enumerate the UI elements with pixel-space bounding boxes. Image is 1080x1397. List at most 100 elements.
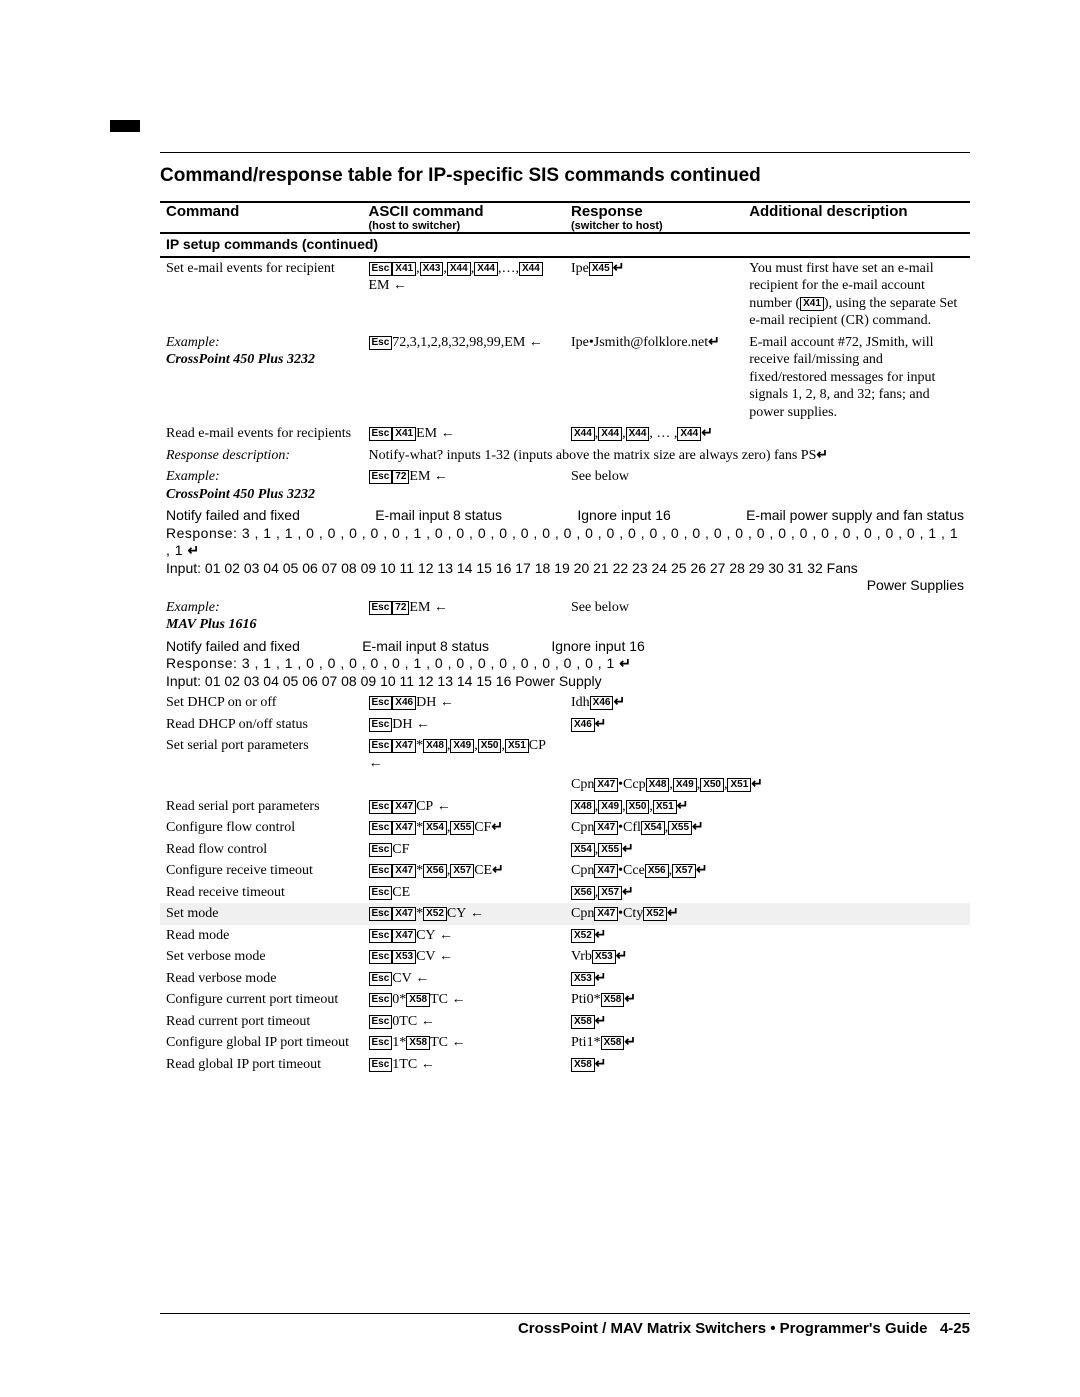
diagram-inputs: Input: 01 02 03 04 05 06 07 08 09 10 11 …	[166, 673, 964, 691]
col-command-label: Command	[166, 203, 239, 220]
token: X58	[406, 1036, 430, 1050]
arrow-left-icon	[525, 335, 543, 350]
desc-cell	[743, 989, 970, 1011]
col-response-sub: (switcher to host)	[571, 220, 737, 232]
resp-text: Ipe	[571, 261, 589, 276]
return-icon	[595, 1014, 607, 1029]
token: X53	[392, 950, 416, 964]
return-icon	[491, 820, 503, 835]
token: X48	[423, 739, 447, 753]
ascii-cell: EscX47*X54,X55CF	[363, 817, 566, 839]
table-row: CpnX47•CcpX48,X49,X50,X51	[160, 774, 970, 796]
desc-cell	[743, 423, 970, 445]
diagram-b: Notify failed and fixed E-mail input 8 s…	[160, 636, 970, 693]
cmd-cell: Set e-mail events for recipient	[160, 257, 363, 332]
col-ascii-label: ASCII command	[369, 203, 484, 220]
cmd-cell: Set mode	[160, 903, 363, 925]
token: X57	[598, 886, 622, 900]
esc-key: Esc	[369, 972, 393, 986]
token: X58	[601, 993, 625, 1007]
resp-cell: See below	[565, 597, 743, 636]
ascii-cell: EscX47CY	[363, 925, 566, 947]
token: X58	[571, 1058, 595, 1072]
esc-key: Esc	[369, 929, 393, 943]
diagram-ps: Power Supplies	[166, 577, 964, 595]
col-ascii: ASCII command(host to switcher)	[363, 202, 566, 233]
esc-key: Esc	[369, 950, 393, 964]
token: X51	[727, 778, 751, 792]
resp-cell: Pti0*X58	[565, 989, 743, 1011]
return-icon	[613, 261, 625, 276]
col-response: Response(switcher to host)	[565, 202, 743, 233]
cmd-cell: Read global IP port timeout	[160, 1054, 363, 1076]
esc-key: Esc	[369, 1015, 393, 1029]
example-label: Example:	[166, 469, 220, 484]
ascii-cell: Esc72,3,1,2,8,32,98,99,EM	[363, 332, 566, 424]
token: X51	[653, 800, 677, 814]
cmd-cell: Response description:	[160, 445, 363, 467]
ascii-cell: EscCF	[363, 839, 566, 861]
ascii-cell: Esc0TC	[363, 1011, 566, 1033]
ascii-cell: EscX41EM	[363, 423, 566, 445]
cmd-cell: Example:CrossPoint 450 Plus 3232	[160, 466, 363, 505]
table-row: Configure flow controlEscX47*X54,X55CFCp…	[160, 817, 970, 839]
token: X47	[594, 778, 618, 792]
table-row: Read DHCP on/off statusEscDHX46	[160, 714, 970, 736]
table-row: Configure global IP port timeoutEsc1*X58…	[160, 1032, 970, 1054]
return-icon	[622, 842, 634, 857]
section-header: IP setup commands (continued)	[160, 233, 970, 257]
arrow-left-icon	[437, 426, 455, 441]
token: X47	[392, 739, 416, 753]
table-row: Configure receive timeoutEscX47*X56,X57C…	[160, 860, 970, 882]
esc-key: Esc	[369, 601, 393, 615]
token: X47	[594, 821, 618, 835]
table-row: Set e-mail events for recipient EscX41,X…	[160, 257, 970, 332]
table-row: Read e-mail events for recipients EscX41…	[160, 423, 970, 445]
table-row: Set verbose modeEscX53CVVrbX53	[160, 946, 970, 968]
return-icon	[595, 717, 607, 732]
token: X44	[571, 427, 595, 441]
token: X55	[598, 843, 622, 857]
token: X52	[643, 907, 667, 921]
token: X51	[505, 739, 529, 753]
token: X41	[392, 262, 416, 276]
table-row: Response description: Notify-what? input…	[160, 445, 970, 467]
table-row: Set serial port parametersEscX47*X48,X49…	[160, 735, 970, 774]
resp-desc-text: Notify-what? inputs 1-32 (inputs above t…	[363, 445, 971, 467]
col-command: Command	[160, 202, 363, 233]
diagram-label: E-mail input 8 status	[375, 507, 502, 525]
resp-cell	[565, 735, 743, 774]
cmd-cell: Example:MAV Plus 1616	[160, 597, 363, 636]
desc-cell	[743, 860, 970, 882]
table-row: Configure current port timeoutEsc0*X58TC…	[160, 989, 970, 1011]
esc-key: Esc	[369, 843, 393, 857]
cmd-cell: Read DHCP on/off status	[160, 714, 363, 736]
ascii-text: 72,3,1,2,8,32,98,99,EM	[392, 335, 525, 350]
table-row: Read global IP port timeoutEsc1TCX58	[160, 1054, 970, 1076]
table-row: Read verbose modeEscCVX53	[160, 968, 970, 990]
token: X48	[571, 800, 595, 814]
table-row: Read receive timeoutEscCEX56,X57	[160, 882, 970, 904]
esc-key: Esc	[369, 907, 393, 921]
token: X43	[420, 262, 444, 276]
token: X44	[626, 427, 650, 441]
token: X55	[450, 821, 474, 835]
return-icon	[751, 777, 763, 792]
esc-key: Esc	[369, 821, 393, 835]
ascii-cell: EscX46DH	[363, 692, 566, 714]
token: X57	[450, 864, 474, 878]
page-footer: CrossPoint / MAV Matrix Switchers • Prog…	[160, 1313, 970, 1337]
ascii-cell: EscX47*X52CY	[363, 903, 566, 925]
token: X44	[677, 427, 701, 441]
arrow-left-icon	[436, 695, 454, 710]
return-icon	[619, 655, 631, 671]
token: X46	[392, 696, 416, 710]
esc-key: Esc	[369, 470, 393, 484]
page: Command/response table for IP-specific S…	[0, 0, 1080, 1397]
table-row: Example:CrossPoint 450 Plus 3232 Esc72EM…	[160, 466, 970, 505]
return-icon	[187, 542, 199, 558]
token: X52	[423, 907, 447, 921]
token: X46	[590, 696, 614, 710]
desc-cell	[743, 1011, 970, 1033]
resp-cell: CpnX47•CceX56,X57	[565, 860, 743, 882]
